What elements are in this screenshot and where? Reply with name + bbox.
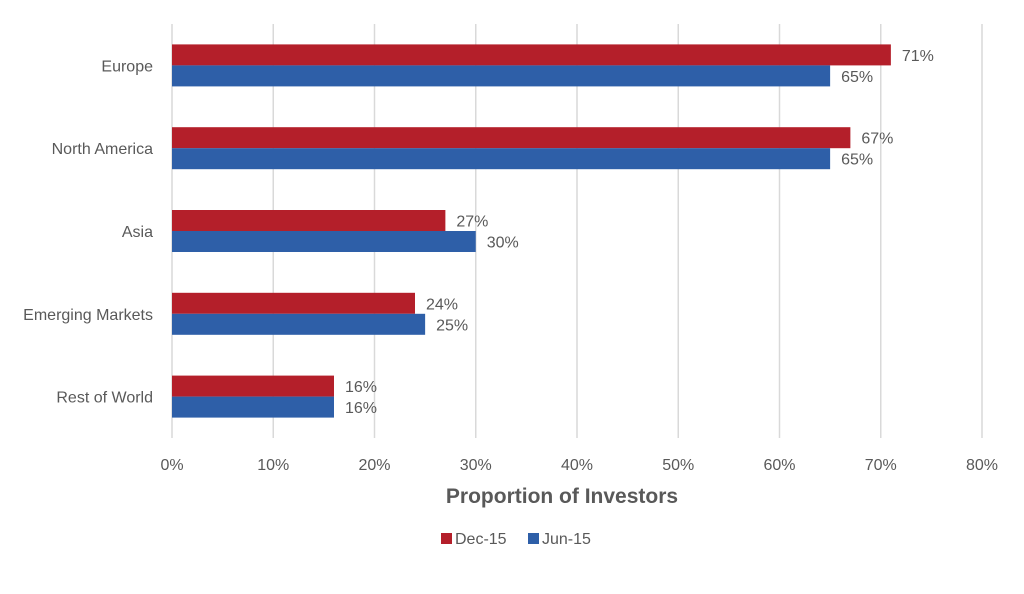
bar-jun-15 xyxy=(172,148,831,170)
data-label: 16% xyxy=(345,379,377,396)
data-label: 71% xyxy=(902,48,934,65)
bars xyxy=(172,44,891,418)
gridlines xyxy=(171,24,983,438)
data-label: 27% xyxy=(456,214,488,231)
data-label: 65% xyxy=(841,152,873,169)
x-tick-20: 20% xyxy=(358,457,390,474)
bar-dec-15 xyxy=(172,44,891,66)
legend: Dec-15 Jun-15 xyxy=(441,531,591,548)
data-label: 25% xyxy=(436,317,468,334)
bar-dec-15 xyxy=(172,127,851,149)
category-label: North America xyxy=(52,141,153,158)
category-label: Rest of World xyxy=(56,390,153,407)
category-label: Asia xyxy=(122,224,153,241)
x-tick-80: 80% xyxy=(966,457,998,474)
x-tick-10: 10% xyxy=(257,457,289,474)
x-axis-title: Proportion of Investors xyxy=(446,485,678,508)
bar-jun-15 xyxy=(172,313,426,335)
x-tick-40: 40% xyxy=(561,457,593,474)
bar-jun-15 xyxy=(172,396,334,418)
x-tick-labels: 0% 10% 20% 30% 40% 50% 60% 70% 80% xyxy=(160,457,998,474)
x-tick-0: 0% xyxy=(160,457,183,474)
bar-dec-15 xyxy=(172,292,415,314)
data-label: 24% xyxy=(426,296,458,313)
bar-jun-15 xyxy=(172,65,831,87)
bar-dec-15 xyxy=(172,375,334,397)
x-tick-70: 70% xyxy=(865,457,897,474)
category-label: Emerging Markets xyxy=(23,307,153,324)
x-tick-60: 60% xyxy=(763,457,795,474)
bar-dec-15 xyxy=(172,210,446,231)
x-tick-30: 30% xyxy=(460,457,492,474)
x-tick-50: 50% xyxy=(662,457,694,474)
data-label: 30% xyxy=(487,235,519,252)
legend-label: Jun-15 xyxy=(542,531,591,548)
bar-jun-15 xyxy=(172,231,476,252)
legend-swatch-dec-15 xyxy=(441,533,452,544)
data-labels: 71% 65% 67% 65% 27% 30% 24% 25% 16% 16% xyxy=(345,48,934,417)
data-label: 16% xyxy=(345,400,377,417)
data-label: 67% xyxy=(861,131,893,148)
category-labels: Europe North America Asia Emerging Markets R… xyxy=(23,58,153,406)
legend-swatch-jun-15 xyxy=(528,533,539,544)
category-label: Europe xyxy=(101,58,153,75)
data-label: 65% xyxy=(841,69,873,86)
legend-label: Dec-15 xyxy=(455,531,507,548)
